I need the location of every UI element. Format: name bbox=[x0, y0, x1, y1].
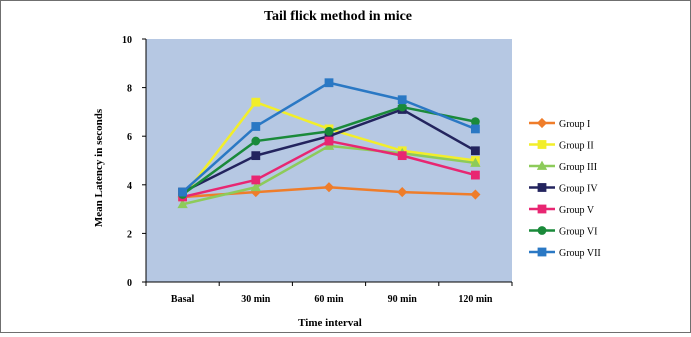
legend-label: Group VI bbox=[559, 227, 597, 238]
x-axis: Basal 30 min 60 min 90 min 120 min bbox=[145, 281, 513, 305]
data-point bbox=[470, 157, 481, 167]
y-tick-label: 0 bbox=[127, 278, 132, 289]
data-point bbox=[323, 182, 335, 193]
data-point bbox=[324, 136, 334, 146]
series-6 bbox=[178, 102, 480, 199]
x-tick-label: Basal bbox=[171, 294, 195, 305]
legend-swatch-marker bbox=[536, 160, 548, 170]
data-point bbox=[250, 181, 261, 192]
legend-label: Group III bbox=[559, 162, 597, 173]
series-7 bbox=[178, 78, 480, 197]
y-tick-label: 4 bbox=[127, 181, 132, 192]
x-tick-label: 90 min bbox=[388, 294, 418, 305]
legend-item: Group VII bbox=[529, 247, 601, 259]
data-point bbox=[251, 175, 261, 185]
data-point bbox=[324, 126, 334, 136]
line-chart: Tail flick method in mice 0 2 4 6 8 10 Basal 3… bbox=[93, 9, 601, 329]
legend: Group I Group II Group III Group IV Group V G… bbox=[529, 117, 601, 259]
data-point bbox=[251, 151, 261, 161]
data-point bbox=[177, 198, 188, 209]
legend-swatch-marker bbox=[537, 204, 547, 214]
x-axis-label: Time interval bbox=[298, 317, 362, 329]
data-point bbox=[251, 97, 261, 107]
legend-swatch-marker bbox=[537, 183, 547, 192]
legend-item: Group I bbox=[529, 117, 590, 130]
data-point bbox=[178, 187, 188, 197]
chart-title: Tail flick method in mice bbox=[264, 9, 412, 24]
y-tick-label: 6 bbox=[127, 132, 132, 143]
data-point bbox=[470, 146, 480, 156]
legend-label: Group V bbox=[559, 205, 595, 216]
data-point bbox=[324, 78, 334, 88]
y-tick-label: 2 bbox=[127, 229, 132, 240]
data-point bbox=[470, 117, 480, 127]
y-axis: 0 2 4 6 8 10 bbox=[122, 35, 147, 289]
data-point bbox=[470, 124, 480, 134]
legend-label: Group I bbox=[559, 119, 590, 130]
data-point bbox=[397, 187, 408, 198]
y-tick-label: 10 bbox=[122, 35, 132, 46]
series-1 bbox=[177, 182, 481, 203]
data-point bbox=[470, 189, 481, 200]
legend-item: Group VI bbox=[529, 226, 597, 238]
legend-item: Group II bbox=[529, 140, 594, 152]
y-axis-label: Mean Latency in seconds bbox=[93, 108, 105, 227]
legend-item: Group IV bbox=[529, 183, 598, 195]
legend-label: Group VII bbox=[559, 248, 601, 259]
x-tick-label: 60 min bbox=[314, 294, 344, 305]
data-point bbox=[251, 122, 261, 131]
legend-label: Group II bbox=[559, 141, 594, 152]
data-point bbox=[397, 95, 407, 105]
legend-swatch-marker bbox=[537, 226, 547, 235]
legend-item: Group III bbox=[529, 160, 597, 173]
data-point bbox=[251, 136, 261, 146]
legend-item: Group V bbox=[529, 204, 595, 216]
legend-swatch-marker bbox=[536, 117, 548, 129]
legend-swatch-marker bbox=[537, 247, 547, 257]
y-tick-label: 8 bbox=[127, 84, 132, 95]
x-tick-label: 30 min bbox=[241, 294, 271, 305]
x-tick-label: 120 min bbox=[458, 294, 493, 305]
data-point bbox=[470, 170, 480, 180]
data-point bbox=[397, 102, 407, 112]
legend-label: Group IV bbox=[559, 184, 598, 195]
legend-swatch-marker bbox=[537, 140, 547, 149]
series-5 bbox=[178, 136, 480, 202]
series-layer bbox=[177, 78, 481, 209]
data-point bbox=[397, 151, 407, 161]
